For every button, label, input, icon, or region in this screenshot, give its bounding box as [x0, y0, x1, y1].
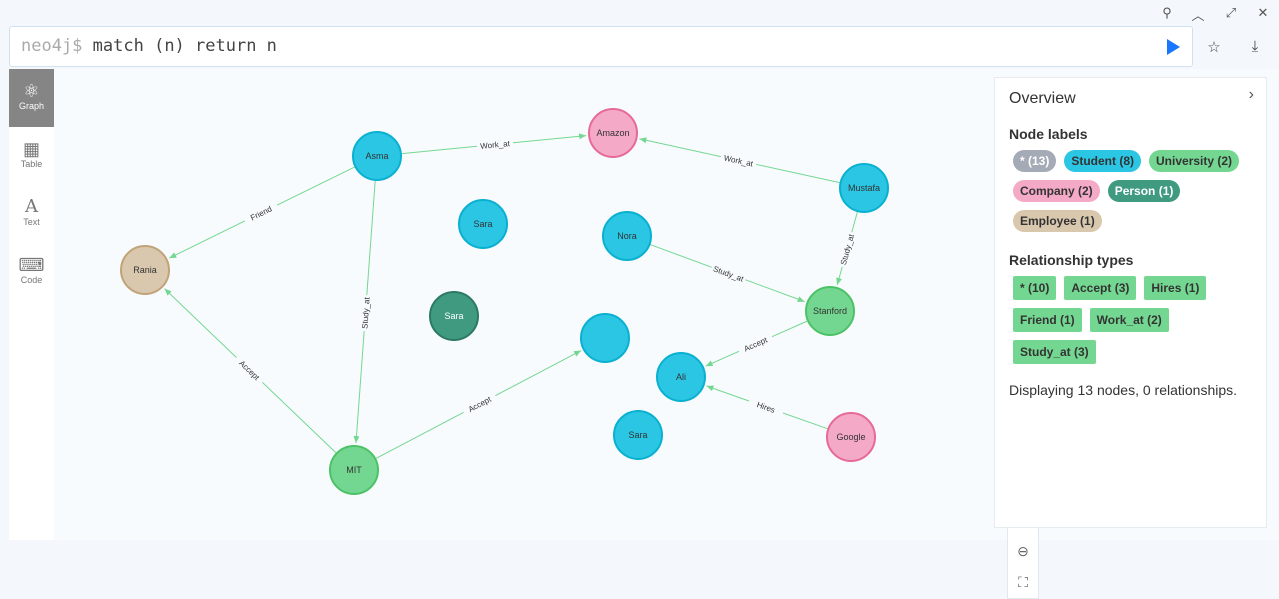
- node-caption: MIT: [346, 465, 362, 475]
- rel-type-chip[interactable]: Work_at (2): [1089, 308, 1169, 332]
- node-label-chip[interactable]: University (2): [1149, 150, 1240, 172]
- graph-node[interactable]: Mustafa: [839, 163, 889, 213]
- node-caption: Rania: [133, 265, 157, 275]
- code-icon: ⌨: [18, 255, 45, 275]
- fit-icon[interactable]: ⛶: [1018, 574, 1028, 590]
- graph-node[interactable]: Sara: [458, 199, 508, 249]
- chevron-right-icon[interactable]: ›: [1248, 86, 1254, 103]
- pin-icon[interactable]: ⚲: [1162, 5, 1172, 20]
- node-labels-list: * (13) Student (8) University (2) Company (…: [1013, 150, 1252, 232]
- rel-type-chip[interactable]: Friend (1): [1013, 308, 1082, 332]
- sidebar-item-text[interactable]: A Text: [9, 185, 54, 243]
- relationship-label: Study_at: [839, 232, 856, 266]
- rel-type-chip[interactable]: Accept (3): [1064, 276, 1137, 300]
- node-caption: Nora: [617, 231, 637, 241]
- sidebar-item-label: Text: [23, 217, 40, 227]
- graph-node[interactable]: [580, 313, 630, 363]
- overview-title: Overview: [1009, 90, 1076, 107]
- relationship-study_at[interactable]: Study_at: [650, 244, 805, 303]
- node-label-chip[interactable]: Person (1): [1107, 180, 1181, 202]
- rel-type-chip[interactable]: * (10): [1013, 276, 1057, 300]
- relationship-label: Study_at: [360, 296, 371, 329]
- relationship-study_at[interactable]: Study_at: [353, 180, 376, 444]
- text-icon: A: [25, 196, 38, 217]
- node-caption: Amazon: [596, 128, 629, 138]
- node-caption: Sara: [628, 430, 647, 440]
- node-label-chip[interactable]: Student (8): [1064, 150, 1142, 172]
- node-label-chip[interactable]: Company (2): [1013, 180, 1100, 202]
- node-caption: Sara: [444, 311, 463, 321]
- run-button[interactable]: [1167, 39, 1180, 55]
- graph-svg[interactable]: Work_at Work_at Friend Study_at Study_at Stud…: [54, 69, 1279, 540]
- close-icon[interactable]: ✕: [1257, 5, 1269, 20]
- node-caption: Google: [836, 432, 865, 442]
- node-label-chip[interactable]: Employee (1): [1013, 210, 1102, 232]
- graph-node[interactable]: Stanford: [805, 286, 855, 336]
- node-caption: Sara: [473, 219, 492, 229]
- editor-prompt: neo4j$: [21, 36, 83, 56]
- relationship-label: Work_at: [723, 153, 755, 168]
- query-editor[interactable]: neo4j$ match (n) return n: [9, 26, 1193, 67]
- download-icon[interactable]: ⤓: [1251, 38, 1259, 55]
- sidebar-item-label: Table: [20, 159, 43, 169]
- node-caption: Ali: [676, 372, 686, 382]
- sidebar-item-label: Graph: [18, 101, 44, 111]
- relationship-label: Friend: [249, 204, 273, 222]
- sidebar-item-graph[interactable]: ⚛ Graph: [9, 69, 54, 127]
- relationship-label: Hires: [756, 400, 777, 415]
- view-sidebar: ⚛ Graph ▦ Table A Text ⌨ Code: [9, 69, 54, 540]
- rel-types-list: * (10) Accept (3) Hires (1) Friend (1) Work_…: [1013, 276, 1252, 364]
- sidebar-item-code[interactable]: ⌨ Code: [9, 243, 54, 301]
- node-labels-title: Node labels: [1009, 126, 1088, 142]
- relationship-work_at[interactable]: Work_at: [401, 133, 587, 155]
- node-label-chip[interactable]: * (13): [1013, 150, 1057, 172]
- node-caption: Mustafa: [848, 183, 880, 193]
- node-caption: Asma: [365, 151, 388, 161]
- graph-node[interactable]: Amazon: [588, 108, 638, 158]
- node-caption: Stanford: [813, 306, 847, 316]
- graph-node[interactable]: Asma: [352, 131, 402, 181]
- relationship-accept[interactable]: Accept: [375, 350, 582, 459]
- relationship-accept[interactable]: Accept: [164, 288, 337, 454]
- graph-node[interactable]: Sara: [429, 291, 479, 341]
- rel-type-chip[interactable]: Study_at (3): [1013, 340, 1096, 364]
- expand-icon[interactable]: ⤢: [1225, 5, 1237, 20]
- sidebar-item-label: Code: [20, 275, 43, 285]
- window-controls: ⚲ ︿ ⤢ ✕: [0, 0, 1279, 26]
- rel-type-chip[interactable]: Hires (1): [1144, 276, 1207, 300]
- sidebar-item-table[interactable]: ▦ Table: [9, 127, 54, 185]
- graph-node[interactable]: Sara: [613, 410, 663, 460]
- graph-node[interactable]: Ali: [656, 352, 706, 402]
- rel-types-title: Relationship types: [1009, 252, 1134, 268]
- graph-icon: ⚛: [23, 81, 40, 101]
- overview-panel: › Overview Node labels * (13) Student (8)…: [994, 77, 1267, 528]
- table-icon: ▦: [22, 139, 40, 159]
- star-icon[interactable]: ☆: [1207, 39, 1221, 56]
- relationship-study_at[interactable]: Study_at: [836, 211, 858, 286]
- zoom-out-icon[interactable]: ⊖: [1017, 543, 1029, 559]
- graph-node[interactable]: Rania: [120, 245, 170, 295]
- relationship-hires[interactable]: Hires: [706, 385, 828, 430]
- graph-node[interactable]: Google: [826, 412, 876, 462]
- graph-node[interactable]: Nora: [602, 211, 652, 261]
- relationship-friend[interactable]: Friend: [169, 166, 355, 259]
- relationship-label: Work_at: [480, 139, 511, 151]
- relationship-label: Accept: [743, 335, 770, 353]
- chevron-up-icon[interactable]: ︿: [1191, 8, 1205, 23]
- status-text: Displaying 13 nodes, 0 relationships.: [1009, 382, 1238, 398]
- relationship-label: Study_at: [712, 264, 745, 284]
- graph-node[interactable]: MIT: [329, 445, 379, 495]
- query-text[interactable]: match (n) return n: [92, 36, 277, 56]
- relationship-work_at[interactable]: Work_at: [639, 137, 840, 184]
- relationship-label: Accept: [467, 394, 494, 414]
- relationship-accept[interactable]: Accept: [705, 320, 808, 367]
